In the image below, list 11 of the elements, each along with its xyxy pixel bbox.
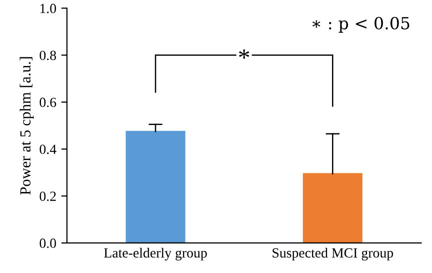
y-tick-label: 0.6: [40, 98, 56, 108]
y-tick-label: 0.4: [40, 144, 56, 154]
y-tick-label: 0.2: [40, 192, 56, 202]
x-tick-label: Late-elderly group: [104, 248, 207, 260]
y-tick-label: 0.8: [40, 50, 56, 60]
y-tick-label: 1.0: [40, 4, 56, 14]
y-tick-label: 0.0: [40, 238, 56, 248]
y-axis-title: Power at 5 cphm [a.u.]: [20, 57, 34, 195]
annotation: ∗ : p < 0.05: [312, 16, 410, 33]
x-tick-label: Suspected MCI group: [272, 248, 394, 260]
annotation: *: [239, 49, 250, 59]
